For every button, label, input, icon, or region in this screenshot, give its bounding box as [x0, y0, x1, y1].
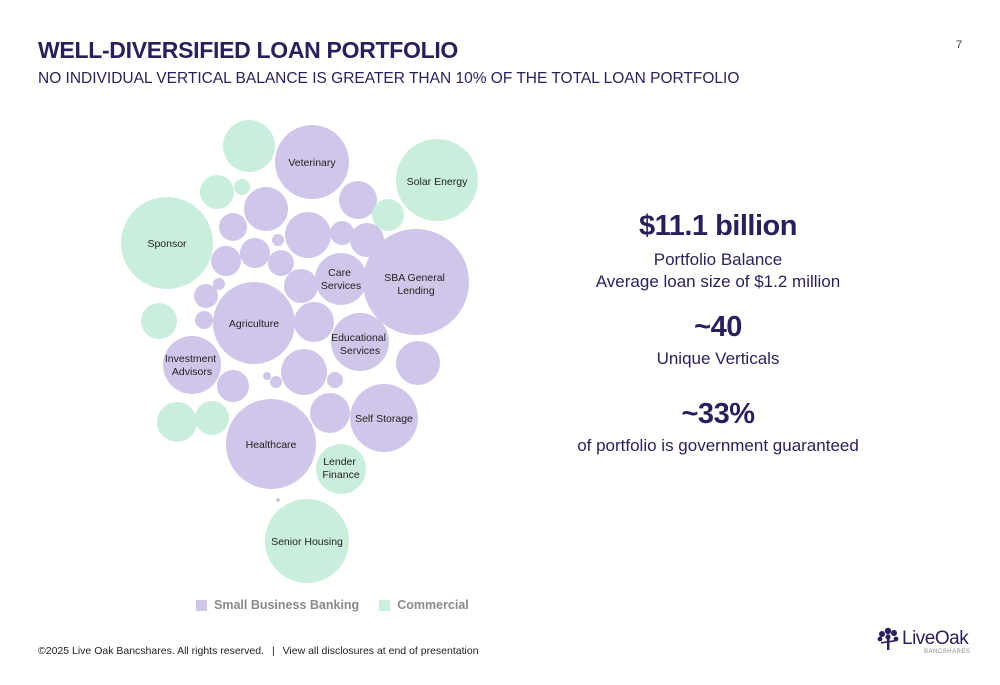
verticals-label: Unique Verticals — [656, 349, 780, 368]
bubble-label-self-storage: Self Storage — [355, 413, 413, 425]
bubble-label-healthcare: Healthcare — [246, 439, 297, 451]
care-services-line-1: Care — [328, 267, 351, 279]
sba-line-1: SBA General — [384, 272, 445, 284]
stat-verticals: ~40 Unique Verticals — [568, 311, 868, 370]
bubble-label-agriculture: Agriculture — [229, 318, 279, 330]
lender-line-1: Lender — [323, 456, 356, 468]
bubble-small-business-27 — [163, 336, 221, 394]
bubble-small-business-10 — [272, 234, 284, 246]
footer: ©2025 Live Oak Bancshares. All rights re… — [38, 645, 479, 657]
bubble-commercial-8 — [121, 197, 213, 289]
investment-line-1: Investment — [165, 353, 216, 365]
bubble-small-business-19 — [284, 269, 318, 303]
bubble-label-investment-advisors: Investment Advisors — [165, 353, 219, 378]
bubble-small-business-33 — [327, 372, 343, 388]
guaranteed-label: of portfolio is government guaranteed — [577, 436, 859, 455]
bubble-small-business-29 — [217, 370, 249, 402]
investment-line-2: Advisors — [172, 366, 212, 378]
page-subtitle: NO INDIVIDUAL VERTICAL BALANCE IS GREATE… — [38, 70, 740, 87]
bubble-small-business-4 — [244, 187, 288, 231]
bubble-small-business-26 — [331, 313, 389, 371]
legend-swatch-commercial — [379, 599, 391, 611]
sba-line-2: Lending — [397, 285, 435, 297]
logo-tagline: BANCSHARES — [924, 649, 971, 655]
care-services-line-2: Services — [321, 280, 361, 292]
lender-line-2: Finance — [322, 469, 360, 481]
bubble-commercial-7 — [396, 139, 478, 221]
bubble-small-business-12 — [330, 221, 354, 245]
bubble-small-business-37 — [350, 384, 418, 452]
verticals-value: ~40 — [694, 311, 742, 343]
bubble-small-business-14 — [240, 238, 270, 268]
logo-name: LiveOak — [902, 628, 969, 649]
bubble-label-educational-services: Educational Services — [331, 332, 389, 357]
bubble-small-business-3 — [275, 125, 349, 199]
educational-line-2: Services — [340, 345, 380, 357]
bubble-label-veterinary: Veterinary — [288, 157, 336, 169]
stat-guaranteed: ~33% of portfolio is government guarante… — [568, 398, 868, 457]
legend-swatch-small-business — [196, 599, 207, 611]
bubble-small-business-17 — [213, 278, 225, 290]
legend: Small Business Banking Commercial — [196, 598, 489, 612]
bubble-label-lender-finance: Lender Finance — [322, 456, 360, 481]
bubble-small-business-40 — [276, 498, 280, 502]
bubble-small-business-16 — [268, 250, 294, 276]
live-oak-logo: LiveOak BANCSHARES — [876, 626, 970, 657]
bubble-commercial-2 — [234, 179, 250, 195]
bubble-small-business-36 — [310, 393, 350, 433]
bubble-small-business-15 — [211, 246, 241, 276]
bubble-label-solar-energy: Solar Energy — [407, 176, 468, 188]
bubble-small-business-24 — [213, 282, 295, 364]
bubble-commercial-41 — [265, 499, 349, 583]
bubble-small-business-9 — [219, 213, 247, 241]
legend-label-small-business: Small Business Banking — [214, 598, 360, 612]
bubble-small-business-30 — [263, 372, 271, 380]
bubble-commercial-6 — [372, 199, 404, 231]
bubble-small-business-25 — [294, 302, 334, 342]
bubble-label-sponsor: Sponsor — [147, 238, 187, 250]
bubble-label-sba-general-lending: SBA General Lending — [384, 272, 448, 297]
bubble-chart: Veterinary Solar Energy Sponsor Care Ser… — [121, 120, 478, 583]
bubble-commercial-34 — [157, 402, 197, 442]
legend-item-small-business-banking: Small Business Banking — [196, 598, 359, 612]
bubble-small-business-38 — [226, 399, 316, 489]
footer-separator: | — [271, 645, 275, 657]
copyright: ©2025 Live Oak Bancshares. All rights re… — [38, 645, 265, 657]
bubble-small-business-20 — [315, 253, 367, 305]
guaranteed-value: ~33% — [681, 398, 755, 430]
bubble-small-business-23 — [195, 311, 213, 329]
bubble-small-business-31 — [270, 376, 282, 388]
bubble-commercial-0 — [223, 120, 275, 172]
page-title: WELL-DIVERSIFIED LOAN PORTFOLIO — [38, 37, 459, 63]
average-loan: Average loan size of $1.2 million — [595, 272, 841, 291]
page-number: 7 — [956, 39, 963, 51]
educational-line-1: Educational — [331, 332, 386, 344]
bubble-small-business-18 — [194, 284, 218, 308]
balance-value: $11.1 billion — [639, 210, 797, 242]
bubble-commercial-22 — [141, 303, 177, 339]
legend-item-commercial: Commercial — [379, 598, 469, 612]
stat-balance: $11.1 billion Portfolio Balance Average … — [568, 210, 868, 293]
bubble-small-business-21 — [363, 229, 469, 335]
bubble-label-care-services: Care Services — [321, 267, 361, 292]
disclosure-note: View all disclosures at end of presentat… — [282, 645, 479, 657]
bubble-small-business-5 — [339, 181, 377, 219]
bubble-small-business-11 — [285, 212, 331, 258]
balance-label: Portfolio Balance — [653, 250, 783, 269]
bubble-commercial-39 — [316, 444, 366, 494]
bubble-small-business-32 — [281, 349, 327, 395]
bubble-commercial-35 — [195, 401, 229, 435]
bubble-small-business-28 — [396, 341, 440, 385]
stats-panel: $11.1 billion Portfolio Balance Average … — [568, 210, 868, 475]
bubble-commercial-1 — [200, 175, 234, 209]
bubble-label-senior-housing: Senior Housing — [271, 536, 343, 548]
legend-label-commercial: Commercial — [397, 598, 469, 612]
bubble-layer — [121, 120, 478, 583]
oak-tree-icon — [877, 627, 899, 650]
